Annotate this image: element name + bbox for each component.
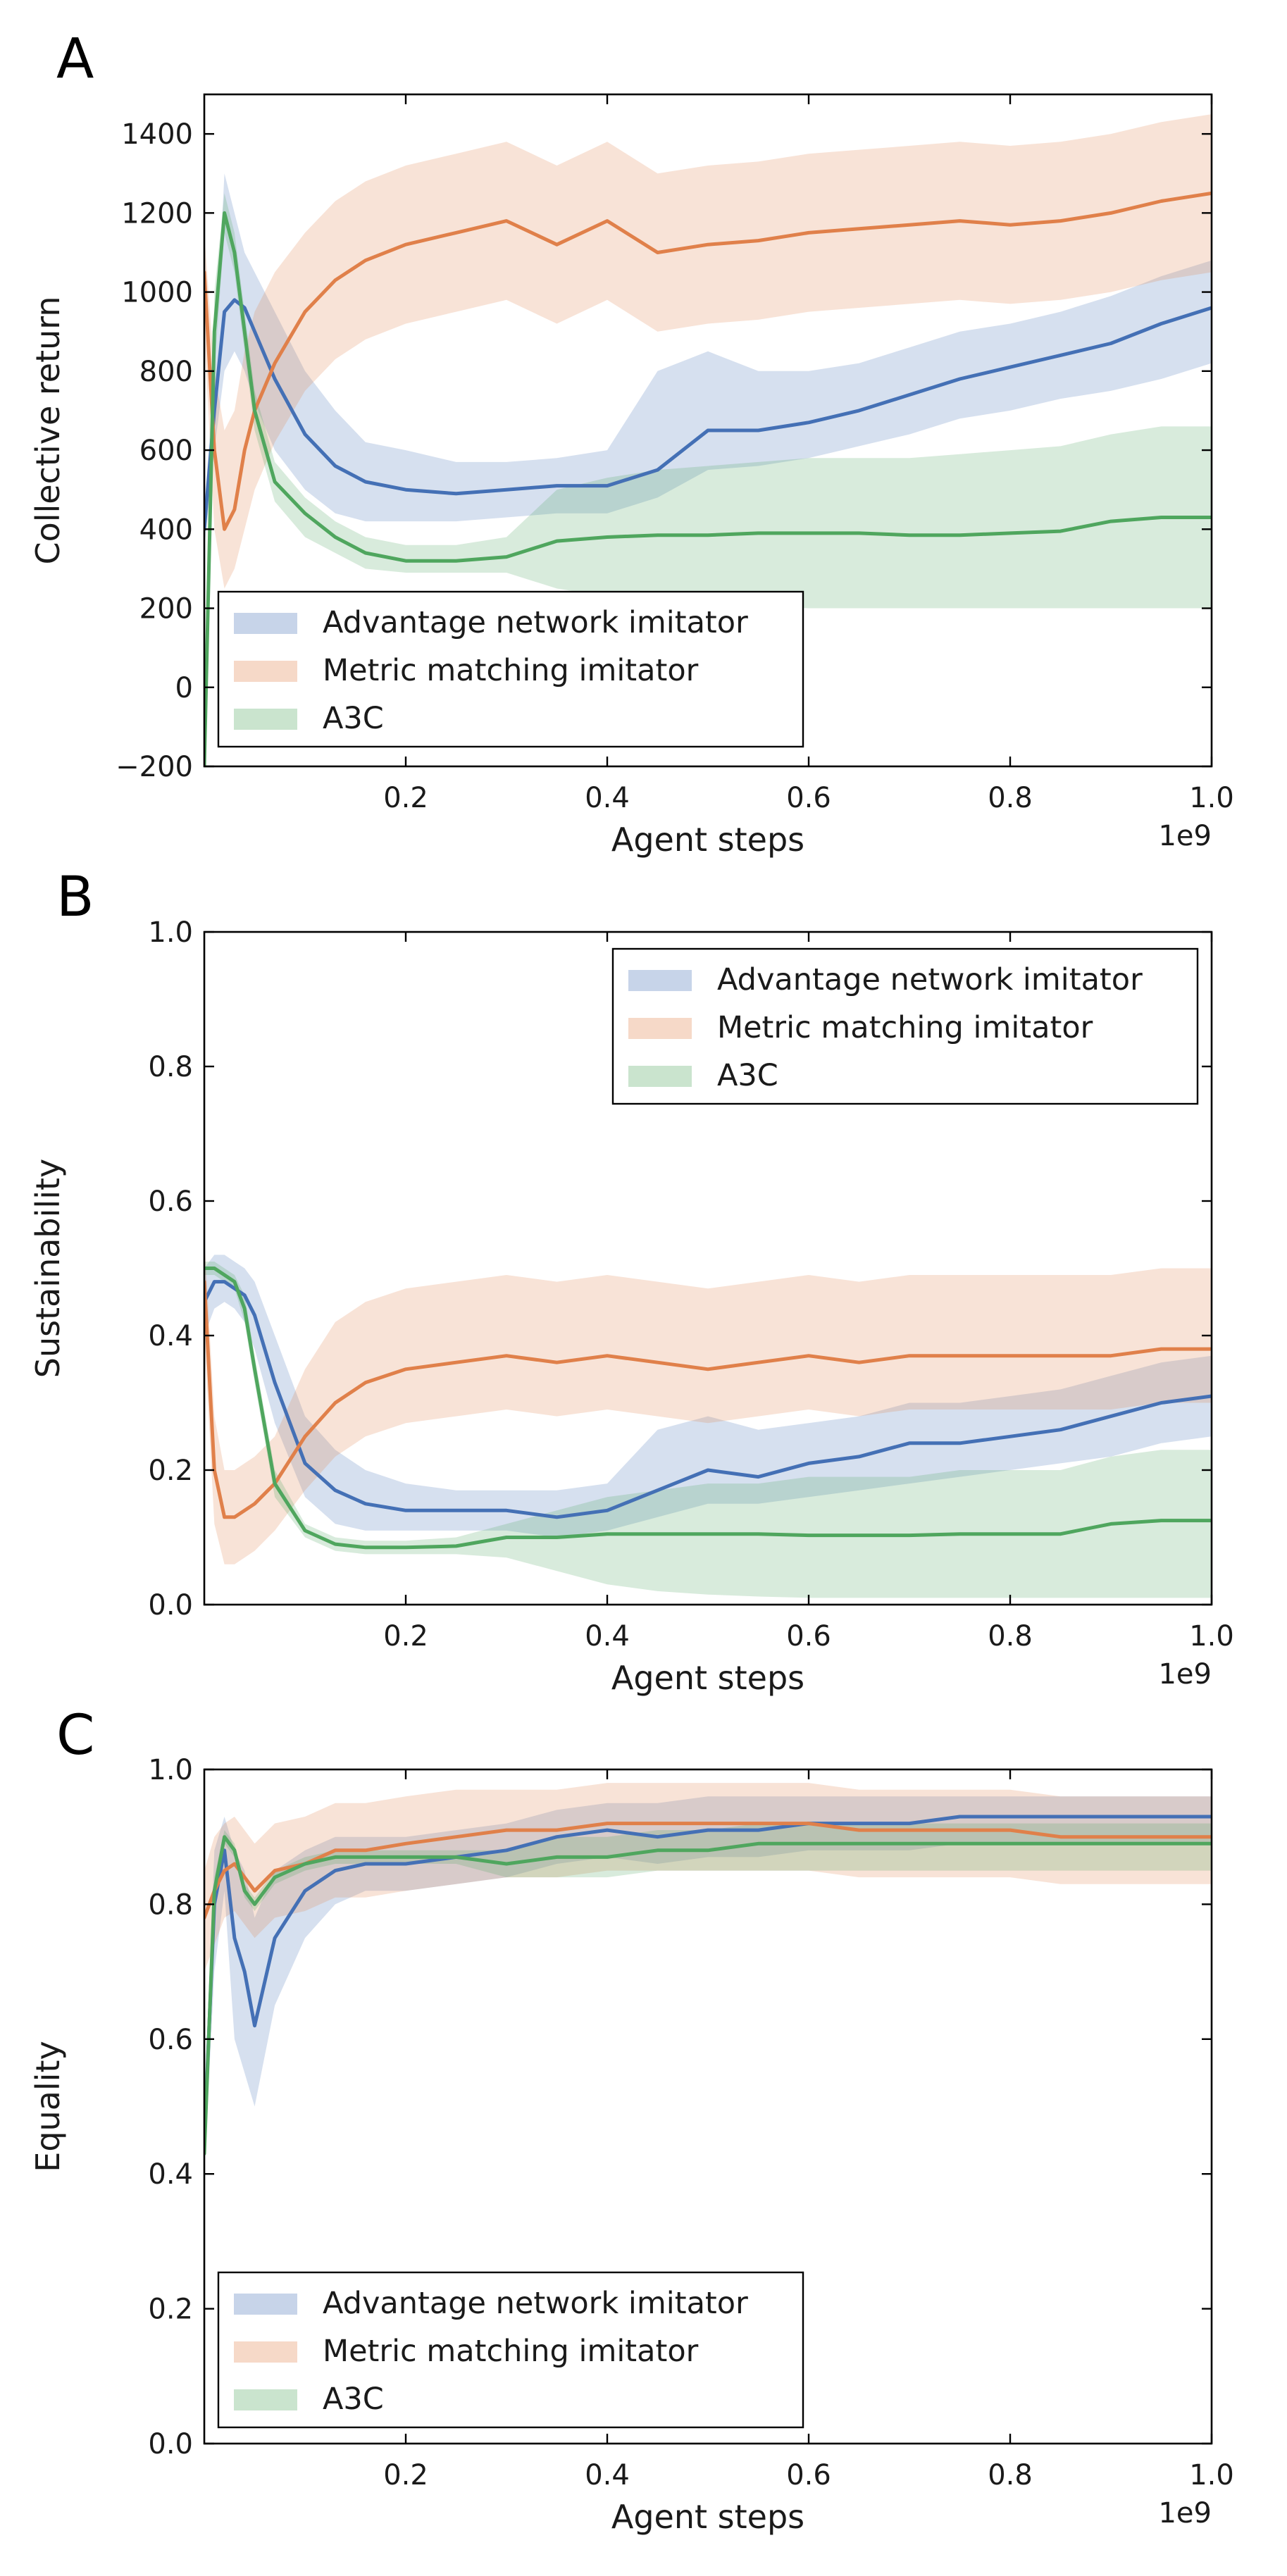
legend: Advantage network imitator Metric matchin… [217, 2271, 804, 2429]
axes-frame [203, 93, 1213, 768]
y-tick-label: 400 [139, 514, 193, 546]
x-tick-label: 0.4 [585, 2459, 630, 2491]
legend-swatch-advantage [628, 970, 692, 991]
y-axis-label: Collective return [29, 296, 67, 564]
legend-label-advantage: Advantage network imitator [323, 605, 748, 640]
plot-area [204, 114, 1212, 766]
line-a3c [204, 1267, 1212, 1550]
x-tick-label: 1.0 [1189, 2459, 1234, 2491]
x-tick-label: 0.4 [585, 1620, 630, 1653]
y-tick-label: 1000 [121, 277, 193, 309]
y-tick-label: 0.2 [148, 1455, 193, 1487]
x-tick-label: 1.0 [1189, 1620, 1234, 1653]
legend: Advantage network imitator Metric matchin… [611, 947, 1199, 1105]
band-a3c [204, 1262, 1212, 1598]
line-metric [204, 1280, 1212, 1519]
x-axis-label: Agent steps [611, 821, 804, 859]
legend-label-metric: Metric matching imitator [717, 1010, 1093, 1045]
axes-frame [203, 1768, 1213, 2445]
x-tick-label: 0.6 [786, 1620, 831, 1653]
line-advantage [204, 1815, 1212, 2142]
legend-label-a3c: A3C [717, 1058, 778, 1093]
x-axis-label: Agent steps [611, 1659, 804, 1697]
panel-equality: 0.2 0.4 0.6 0.8 1.0 0.0 0.2 0.4 0.6 0.8 1.0 Agent s… [29, 1754, 1234, 2536]
x-offset-label: 1e9 [1158, 2497, 1212, 2530]
y-tick-label: 600 [139, 435, 193, 467]
plot-area [204, 1783, 1212, 2174]
band-a3c [204, 1823, 1212, 2161]
y-tick-label: 1400 [121, 118, 193, 151]
legend-swatch-metric [628, 1018, 692, 1039]
x-offset-label: 1e9 [1158, 1658, 1212, 1691]
band-metric [204, 1234, 1212, 1564]
legend-label-metric: Metric matching imitator [323, 2334, 699, 2369]
panel-letter-b: B [56, 866, 94, 929]
x-tick-label: 0.2 [383, 2459, 428, 2491]
y-tick-label: 1.0 [148, 1754, 193, 1786]
legend-swatch-metric [234, 2341, 297, 2363]
legend-swatch-a3c [234, 2389, 297, 2410]
legend-swatch-advantage [234, 2294, 297, 2315]
legend-swatch-a3c [234, 709, 297, 730]
x-tick-label: 0.8 [988, 2459, 1033, 2491]
plot-area [204, 1234, 1212, 1598]
legend-label-metric: Metric matching imitator [323, 653, 699, 688]
panel-collective-return: 0.2 0.4 0.6 0.8 1.0 −200 0 200 400 600 800 1000 1200… [29, 93, 1234, 859]
legend-label-advantage: Advantage network imitator [717, 962, 1143, 997]
y-tick-label: 0 [175, 672, 193, 704]
band-advantage [204, 173, 1212, 549]
y-axis-label: Equality [29, 2041, 67, 2172]
y-axis-label: Sustainability [29, 1159, 67, 1378]
y-tick-label: 0.8 [148, 1889, 193, 1921]
band-advantage [204, 1796, 1212, 2174]
y-tick-label: 0.6 [148, 1186, 193, 1218]
x-tick-label: 0.8 [988, 782, 1033, 814]
y-tick-label: 0.8 [148, 1051, 193, 1083]
legend-swatch-a3c [628, 1066, 692, 1087]
legend-label-advantage: Advantage network imitator [323, 2286, 748, 2321]
y-tick-label: 0.0 [148, 2428, 193, 2460]
legend-label-a3c: A3C [323, 701, 384, 736]
band-advantage [204, 1255, 1212, 1538]
x-tick-label: 0.2 [383, 782, 428, 814]
y-tick-label: 1.0 [148, 916, 193, 949]
y-tick-label: 200 [139, 593, 193, 626]
x-tick-label: 0.2 [383, 1620, 428, 1653]
x-tick-label: 1.0 [1189, 782, 1234, 814]
line-advantage [204, 298, 1212, 531]
legend-box [611, 947, 1199, 1105]
y-tick-label: −200 [116, 751, 193, 783]
panel-letter-a: A [56, 27, 94, 91]
y-tick-label: 0.4 [148, 1320, 193, 1352]
legend-box [217, 2271, 804, 2429]
y-tick-label: 0.6 [148, 2024, 193, 2056]
line-advantage [204, 1280, 1212, 1519]
y-tick-label: 0.2 [148, 2294, 193, 2326]
panel-letter-c: C [56, 1704, 94, 1767]
legend-swatch-advantage [234, 613, 297, 634]
x-tick-label: 0.8 [988, 1620, 1033, 1653]
x-tick-label: 0.6 [786, 782, 831, 814]
x-offset-label: 1e9 [1158, 820, 1212, 852]
x-axis-label: Agent steps [611, 2498, 804, 2536]
axes-frame [203, 931, 1213, 1606]
y-tick-label: 0.0 [148, 1589, 193, 1622]
band-a3c [204, 193, 1212, 766]
line-a3c [204, 211, 1212, 766]
x-tick-label: 0.4 [585, 782, 630, 814]
x-tick-label: 0.6 [786, 2459, 831, 2491]
legend: Advantage network imitator Metric matchin… [217, 590, 804, 748]
y-tick-label: 1200 [121, 197, 193, 230]
y-tick-label: 0.4 [148, 2158, 193, 2191]
line-metric [204, 191, 1212, 531]
y-tick-label: 800 [139, 356, 193, 388]
legend-box [217, 590, 804, 748]
legend-label-a3c: A3C [323, 2382, 384, 2417]
panel-sustainability: 0.2 0.4 0.6 0.8 1.0 0.0 0.2 0.4 0.6 0.8 1.0 Agent s… [29, 916, 1234, 1697]
line-a3c [204, 1835, 1212, 2155]
line-metric [204, 1822, 1212, 1919]
legend-swatch-metric [234, 661, 297, 682]
